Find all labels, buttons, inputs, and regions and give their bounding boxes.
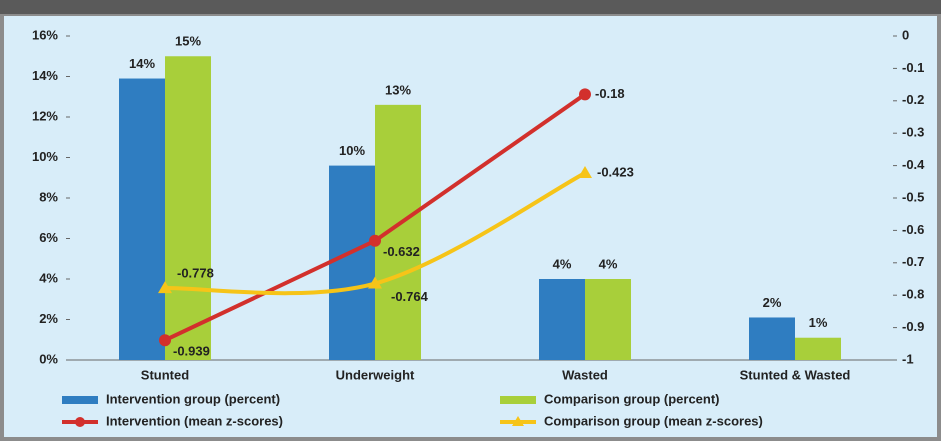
x-tick-label: Underweight (336, 367, 415, 382)
y2-tick-label: -0.4 (902, 157, 925, 172)
line-value-label: -0.18 (595, 86, 625, 101)
line-value-label: -0.423 (597, 164, 634, 179)
point (579, 88, 591, 101)
y2-tick-label: -0.3 (902, 125, 924, 140)
x-tick-label: Wasted (562, 367, 608, 382)
bar-value-label: 1% (809, 315, 828, 330)
line-value-label: -0.939 (173, 344, 210, 359)
y2-tick-label: -1 (902, 351, 914, 366)
bar-value-label: 2% (763, 295, 782, 310)
point (158, 281, 172, 294)
bar-value-label: 14% (129, 56, 155, 71)
bar (165, 56, 211, 360)
point (369, 234, 381, 247)
bar-value-label: 15% (175, 34, 201, 49)
y2-tick-label: -0.2 (902, 92, 924, 107)
y-tick-label: 4% (39, 270, 58, 285)
legend-label: Intervention group (percent) (106, 391, 280, 406)
y-tick-label: 10% (32, 149, 58, 164)
bar-value-label: 4% (553, 256, 572, 271)
legend-swatch (62, 396, 98, 404)
y-tick-label: 14% (32, 68, 58, 83)
y2-tick-label: 0 (902, 27, 909, 42)
legend-marker (75, 417, 85, 427)
y2-tick-label: -0.1 (902, 60, 924, 75)
legend-label: Comparison group (percent) (544, 391, 720, 406)
bar (795, 337, 841, 360)
x-tick-label: Stunted (141, 367, 189, 382)
y2-tick-label: -0.9 (902, 319, 924, 334)
bar (119, 78, 165, 361)
y-tick-label: 16% (32, 27, 58, 42)
y2-tick-label: -0.8 (902, 287, 924, 302)
point (159, 334, 171, 347)
bar-value-label: 4% (599, 256, 618, 271)
header-bar (0, 0, 941, 14)
y2-tick-label: -0.6 (902, 222, 924, 237)
y-tick-label: 8% (39, 189, 58, 204)
y2-tick-label: -0.7 (902, 254, 924, 269)
line-value-label: -0.764 (391, 289, 429, 304)
bar (585, 279, 631, 360)
bar-value-label: 13% (385, 82, 411, 97)
bar (329, 165, 375, 360)
line-value-label: -0.632 (383, 244, 420, 259)
y-tick-label: 0% (39, 351, 58, 366)
y-tick-label: 6% (39, 230, 58, 245)
y2-tick-label: -0.5 (902, 189, 924, 204)
x-tick-label: Stunted & Wasted (740, 367, 851, 382)
line-value-label: -0.778 (177, 266, 214, 281)
bar (749, 317, 795, 360)
bar (539, 279, 585, 360)
legend-label: Intervention (mean z-scores) (106, 413, 283, 428)
legend-label: Comparison group (mean z-scores) (544, 413, 763, 428)
bar (375, 104, 421, 360)
y-tick-label: 12% (32, 108, 58, 123)
point (368, 276, 382, 289)
y-tick-label: 2% (39, 311, 58, 326)
legend-swatch (500, 396, 536, 404)
point (578, 166, 592, 179)
bar-value-label: 10% (339, 143, 365, 158)
legend-marker (512, 416, 524, 426)
